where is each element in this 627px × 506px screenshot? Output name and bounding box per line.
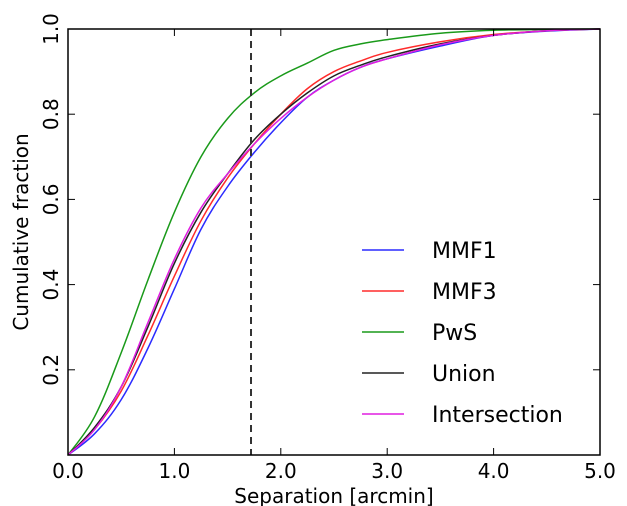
tick-layer: 0.0 1.0 2.0 3.0 4.0 5.0 0.2 0.4 0.6 0.8 1.0 [39, 13, 616, 483]
series-line-pws [67, 28, 601, 456]
legend-label-mmf3: MMF3 [432, 280, 497, 305]
x-tick-label: 1.0 [158, 459, 190, 483]
y-tick-label: 0.4 [39, 269, 63, 301]
x-tick-label: 5.0 [584, 459, 616, 483]
legend-label-union: Union [432, 362, 496, 387]
legend: MMF1 MMF3 PwS Union Intersection [362, 239, 563, 428]
y-tick-label: 0.8 [39, 98, 63, 130]
y-axis-label: Cumulative fraction [9, 133, 33, 330]
y-tick-label: 0.6 [39, 183, 63, 215]
x-tick-label: 2.0 [265, 459, 297, 483]
x-tick-label: 0.0 [52, 459, 84, 483]
legend-label-pws: PwS [432, 321, 477, 346]
legend-label-intersection: Intersection [432, 403, 563, 428]
series-line-mmf1 [67, 28, 601, 456]
x-tick-label: 4.0 [478, 459, 510, 483]
series-layer [67, 28, 601, 456]
series-line-intersection [67, 28, 601, 456]
y-tick-label: 1.0 [39, 13, 63, 45]
y-tick-label: 0.2 [39, 354, 63, 386]
x-axis-label: Separation [arcmin] [234, 484, 433, 506]
x-tick-label: 3.0 [371, 459, 403, 483]
plot-frame [67, 28, 601, 456]
legend-label-mmf1: MMF1 [432, 239, 497, 264]
